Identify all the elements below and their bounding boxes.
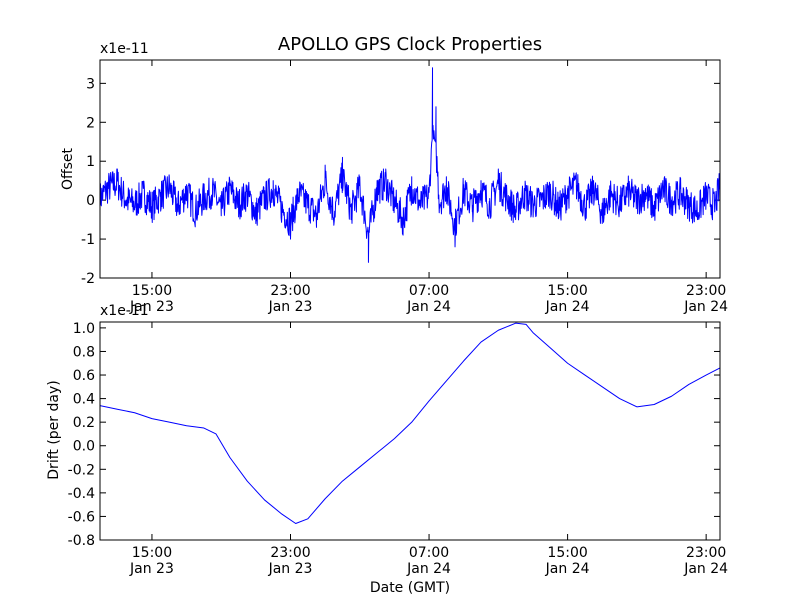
offset-x-tick-date: Jan 24 — [683, 299, 728, 315]
drift-series-line — [99, 322, 721, 524]
drift-y-tick-label: -0.2 — [68, 462, 95, 478]
offset-x-tick-time: 23:00 — [270, 283, 310, 299]
offset-y-tick-label: 3 — [86, 76, 95, 92]
offset-x-tick-date: Jan 24 — [545, 299, 590, 315]
drift-panel: x1e-11 Drift (per day) -0.8 -0.6 -0.4 -0.2 0… — [46, 303, 728, 577]
chart-title: APOLLO GPS Clock Properties — [278, 34, 542, 55]
offset-x-tick-time: 15:00 — [132, 283, 172, 299]
drift-y-tick-label: 0.2 — [73, 415, 95, 431]
drift-x-tick-time: 23:00 — [686, 545, 726, 561]
drift-y-tick-label: -0.6 — [68, 509, 95, 525]
drift-x-tick-date: Jan 24 — [545, 561, 590, 577]
offset-axes-frame — [99, 59, 721, 279]
offset-y-tick-label: 0 — [86, 193, 95, 209]
offset-x-tick-date: Jan 24 — [406, 299, 451, 315]
drift-axes-frame — [99, 321, 721, 541]
drift-y-tick-label: -0.8 — [68, 533, 95, 549]
drift-y-tick-label: 0.0 — [73, 439, 95, 455]
drift-x-tick-date: Jan 24 — [683, 561, 728, 577]
offset-y-tick-label: -2 — [81, 271, 95, 287]
offset-x-tick-date: Jan 23 — [268, 299, 313, 315]
offset-y-tick-label: -1 — [81, 232, 95, 248]
drift-y-tick-label: 0.4 — [73, 392, 95, 408]
drift-x-tick-time: 23:00 — [270, 545, 310, 561]
drift-y-tick-label: 1.0 — [73, 321, 95, 337]
drift-ticks — [100, 322, 720, 541]
x-axis-label: Date (GMT) — [370, 580, 450, 596]
drift-x-tick-time: 07:00 — [409, 545, 449, 561]
drift-y-axis-label: Drift (per day) — [46, 380, 62, 479]
drift-x-tick-date: Jan 24 — [406, 561, 451, 577]
drift-x-tick-time: 15:00 — [132, 545, 172, 561]
offset-x-tick-time: 15:00 — [547, 283, 587, 299]
drift-y-tick-label: 0.6 — [73, 368, 95, 384]
offset-x-tick-time: 07:00 — [409, 283, 449, 299]
drift-scale-label: x1e-11 — [100, 303, 149, 319]
offset-x-tick-time: 23:00 — [686, 283, 726, 299]
offset-series-line — [99, 67, 721, 263]
drift-y-tick-label: 0.8 — [73, 344, 95, 360]
drift-series — [99, 322, 721, 524]
drift-x-tick-time: 15:00 — [547, 545, 587, 561]
drift-x-tick-date: Jan 23 — [268, 561, 313, 577]
offset-series — [99, 67, 721, 263]
offset-y-tick-label: 2 — [86, 115, 95, 131]
offset-x-tick-date: Jan 23 — [129, 299, 174, 315]
offset-scale-label: x1e-11 — [100, 41, 149, 57]
drift-tick-labels: -0.8-0.6-0.4-0.20.00.20.40.60.81.015:00J… — [68, 321, 728, 577]
drift-y-tick-label: -0.4 — [68, 486, 95, 502]
drift-x-tick-date: Jan 23 — [129, 561, 174, 577]
offset-y-axis-label: Offset — [60, 147, 76, 190]
offset-y-tick-label: 1 — [86, 154, 95, 170]
